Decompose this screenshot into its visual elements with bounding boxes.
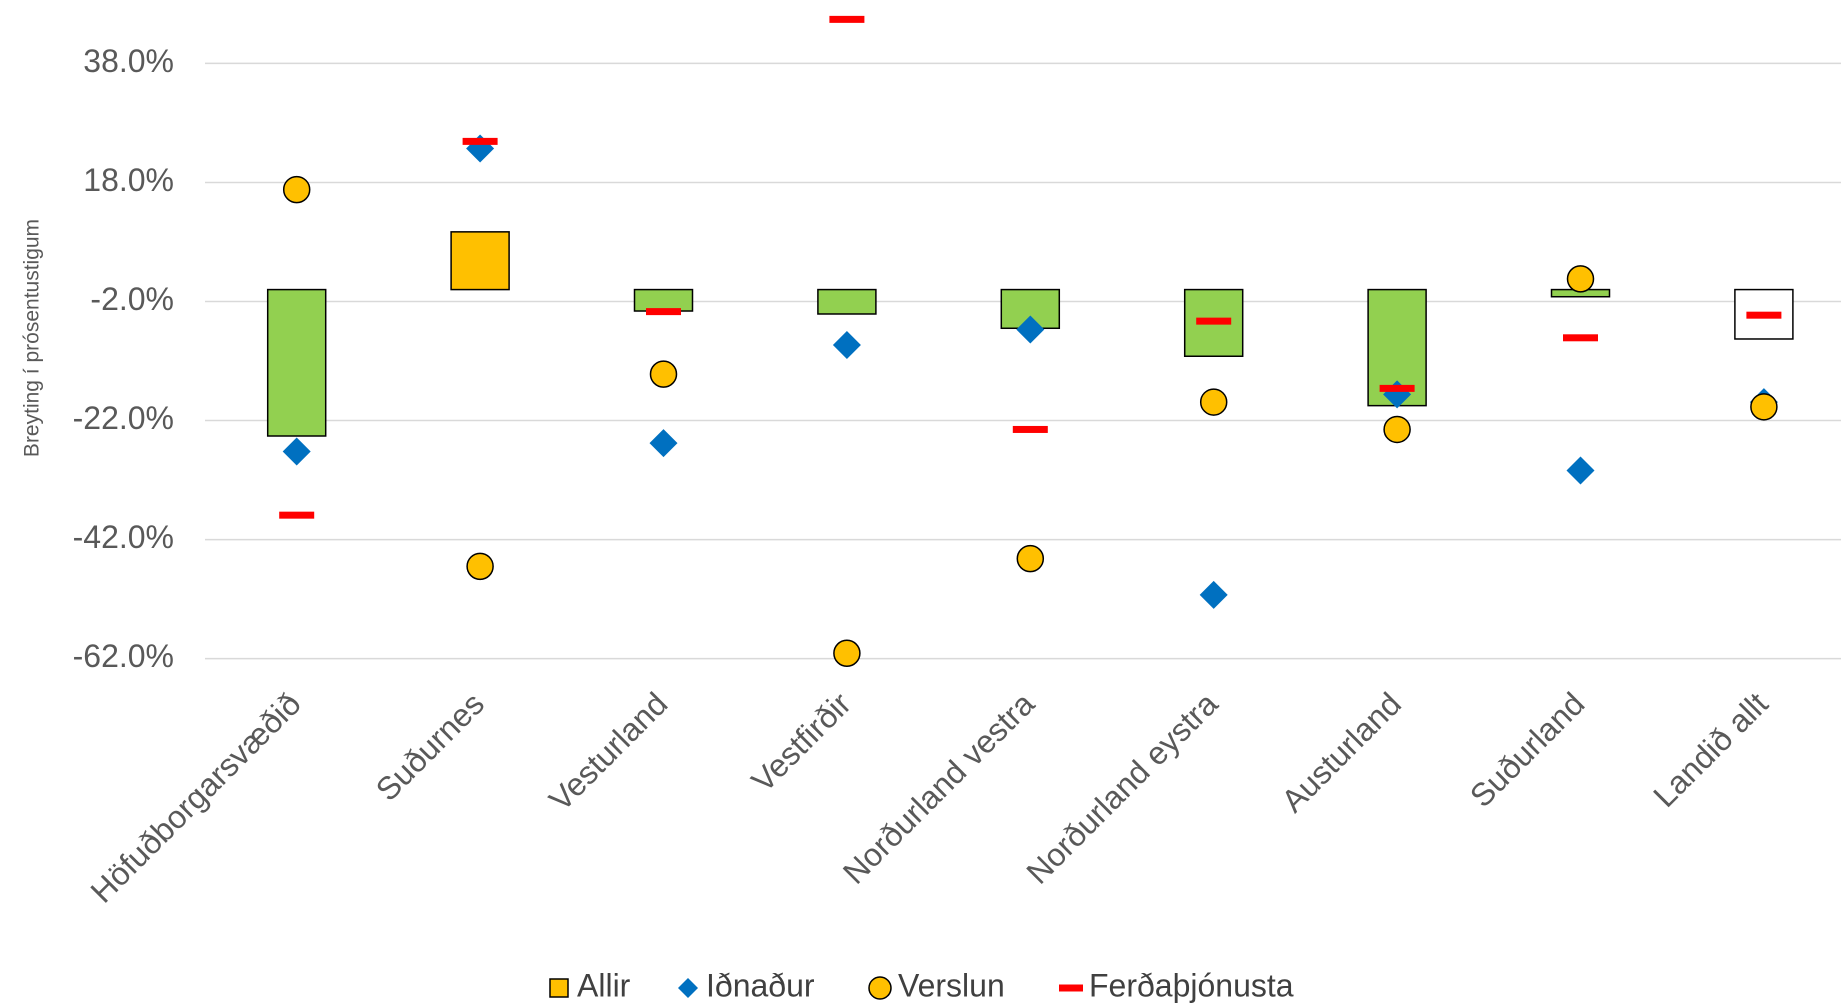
- legend-label: Iðnaður: [706, 967, 815, 1003]
- bar: [266, 288, 327, 437]
- x-tick-label: Norðurland vestra: [836, 685, 1041, 890]
- dash-marker: [1746, 311, 1782, 319]
- y-tick-label: 18.0%: [83, 162, 174, 198]
- x-tick-label: Vestfirðir: [744, 685, 858, 799]
- dash-marker: [462, 137, 498, 145]
- bar: [450, 231, 510, 291]
- circle-marker: [282, 175, 311, 204]
- y-axis-label: Breyting í prósentustigum: [21, 219, 44, 457]
- bar: [817, 288, 877, 315]
- dash-marker: [1379, 384, 1415, 392]
- y-tick-label: -2.0%: [90, 281, 174, 317]
- x-tick-label: Suðurland: [1463, 685, 1592, 814]
- legend-label: Ferðaþjónusta: [1089, 967, 1294, 1003]
- legend-marker: [549, 978, 569, 998]
- diamond-marker: [1199, 580, 1228, 609]
- dash-marker: [279, 511, 315, 519]
- dash-marker: [1563, 334, 1598, 342]
- legend-marker: [1059, 984, 1083, 992]
- legend-marker: [678, 978, 698, 998]
- x-tick-label: Suðurnes: [369, 685, 491, 807]
- y-tick-label: -42.0%: [73, 519, 174, 555]
- x-tick-label: Vesturland: [542, 685, 674, 817]
- x-tick-label: Höfuðborgarsvæðið: [83, 685, 307, 909]
- x-tick-label: Austurland: [1274, 685, 1408, 819]
- dash-marker: [1196, 317, 1232, 325]
- diamond-marker: [832, 330, 861, 359]
- bar: [1734, 288, 1794, 340]
- legend-label: Verslun: [898, 967, 1005, 1003]
- y-tick-label: -62.0%: [73, 638, 174, 674]
- circle-marker: [1016, 544, 1045, 573]
- x-tick-label: Landið allt: [1646, 685, 1775, 814]
- diamond-marker: [1566, 456, 1595, 485]
- dash-marker: [646, 308, 681, 316]
- diamond-marker: [1016, 315, 1045, 344]
- circle-marker: [466, 552, 494, 581]
- circle-marker: [1750, 393, 1778, 421]
- legend-label: Allir: [577, 967, 631, 1003]
- diamond-marker: [282, 437, 311, 466]
- y-tick-label: 38.0%: [83, 43, 174, 79]
- circle-marker: [1199, 388, 1228, 416]
- circle-marker: [1383, 415, 1411, 444]
- legend-marker: [868, 976, 892, 1000]
- bar: [633, 288, 694, 312]
- circle-marker: [833, 639, 861, 667]
- x-tick-label: Norðurland eystra: [1019, 685, 1224, 890]
- dash-marker: [829, 15, 865, 23]
- diamond-marker: [649, 429, 678, 458]
- y-tick-label: -22.0%: [73, 400, 174, 436]
- dash-marker: [1012, 425, 1048, 433]
- circle-marker: [1566, 265, 1595, 293]
- circle-marker: [649, 360, 678, 388]
